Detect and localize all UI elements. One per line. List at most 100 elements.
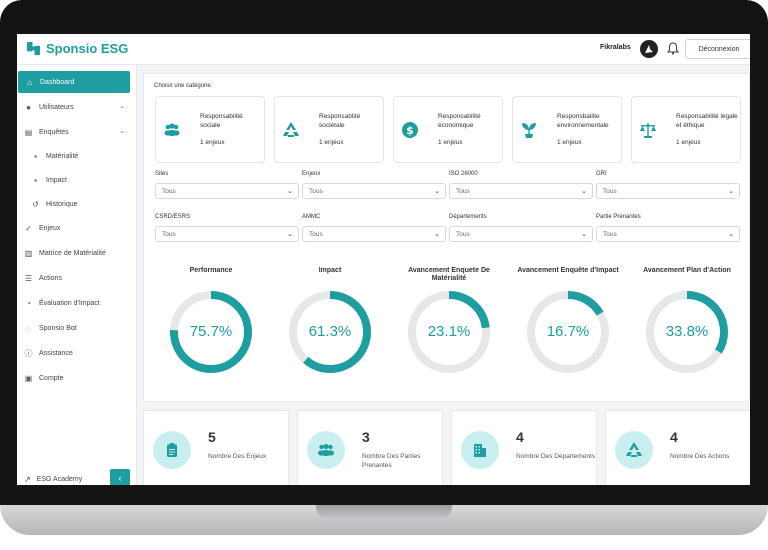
category-name: Responsabilité légale et éthique (676, 113, 738, 129)
plant-icon (522, 123, 536, 138)
gauge-value: 75.7% (189, 323, 233, 340)
gri-select[interactable]: Tous ⌄ (596, 183, 740, 199)
avatar-icon (645, 45, 653, 53)
sidebar-item-enquetes[interactable]: ▤ Enquêtes ⌄ (17, 121, 131, 143)
sites-select[interactable]: Tous ⌄ (155, 183, 299, 199)
departements-select[interactable]: Tous ⌄ (449, 226, 593, 242)
sidebar-item-evaluation[interactable]: ◔ Évaluation d'Impact (17, 292, 131, 314)
sidebar-item-label: Dashboard (40, 78, 75, 86)
stat-icon-circle (307, 431, 345, 469)
select-value: Tous (162, 230, 176, 238)
category-card[interactable]: Responsablité sociétale 1 enjeux (274, 96, 384, 163)
logo[interactable]: Sponsio ESG (26, 41, 128, 56)
sidebar-item-enjeux[interactable]: ✓ Enjeux (17, 217, 131, 239)
sidebar-item-assistance[interactable]: ⓘ Assistance (17, 342, 131, 364)
chevron-down-icon: ⌄ (728, 188, 734, 195)
sidebar-item-label: Enjeux (39, 224, 61, 232)
people-icon (164, 123, 180, 136)
sidebar-item-actions[interactable]: ☰ Actions (17, 267, 131, 289)
info-icon: ⓘ (24, 348, 33, 358)
stat-icon-circle (615, 431, 653, 469)
top-header: Sponsio ESG Fikralabs Déconnexion (17, 34, 750, 65)
gauge-value: 16.7% (546, 323, 590, 340)
filter-label: Départements (449, 214, 487, 220)
stat-card: 4 Nombre Des Actions (605, 410, 750, 485)
stat-icon-circle (153, 431, 191, 469)
materialite-gauge (408, 291, 490, 373)
list-icon: ☰ (24, 273, 33, 283)
recycle-icon (283, 122, 299, 137)
category-count: 1 enjeux (438, 139, 463, 146)
category-count: 1 enjeux (557, 139, 582, 146)
sidebar-item-historique[interactable]: ↺ Historique (17, 193, 131, 215)
people-icon (318, 443, 334, 456)
filter-label: AMMC (302, 214, 321, 220)
scale-icon (640, 123, 656, 138)
iso-select[interactable]: Tous ⌄ (449, 183, 593, 199)
user-name: Fikralabs (600, 44, 631, 51)
esg-academy-link[interactable]: ↗ ESG Academy (17, 472, 82, 485)
stat-card: 3 Nombre Des Parties Prenantes (297, 410, 443, 485)
select-value: Tous (456, 230, 470, 238)
chat-icon: ◌ (26, 323, 31, 333)
gauge-title: Avancement Enquête d'Impact (517, 267, 619, 274)
sidebar-item-materialite[interactable]: ▪ Matérialité (17, 145, 131, 167)
sidebar-item-label: Historique (46, 200, 78, 208)
impact-gauge (289, 291, 371, 373)
ammc-select[interactable]: Tous ⌄ (302, 226, 446, 242)
category-card[interactable]: Responsbailite environnementale 1 enjeux (512, 96, 622, 163)
stat-number: 4 (516, 429, 524, 445)
stat-label: Nombre Des Départements (516, 453, 596, 460)
clipboard-icon: ▤ (24, 127, 33, 137)
performance-gauge (170, 291, 252, 373)
chevron-down-icon: ⌄ (581, 188, 587, 195)
sidebar-item-label: Assistance (39, 349, 73, 357)
sidebar-item-sponsio-bot[interactable]: ◌ Sponsio Bot (17, 317, 131, 339)
category-card[interactable]: $ Responsabilité économique 1 enjeux (393, 96, 503, 163)
chevron-down-icon: ⌄ (728, 231, 734, 238)
category-card[interactable]: Responsabilité sociale 1 enjeux (155, 96, 265, 163)
stat-label: Nombre Des Enjeux (208, 453, 267, 460)
sidebar-item-label: Enquêtes (39, 128, 69, 136)
sidebar-item-label: Sponsio Bot (39, 324, 77, 332)
sidebar-item-utilisateurs[interactable]: ● Utilisateurs ⌄ (17, 96, 131, 118)
category-name: Responsablité sociétale (319, 113, 361, 129)
select-value: Tous (309, 230, 323, 238)
category-name: Responsbailite environnementale (557, 113, 609, 129)
gauge-title: Avancement Enquete De Matérialité (408, 267, 490, 282)
bell-icon[interactable] (667, 42, 679, 55)
sidebar-item-label: Utilisateurs (39, 103, 74, 111)
stat-number: 4 (670, 429, 678, 445)
select-value: Tous (456, 187, 470, 195)
select-value: Tous (309, 187, 323, 195)
avatar[interactable] (640, 40, 658, 58)
enjeux-select[interactable]: Tous ⌄ (302, 183, 446, 199)
sidebar-item-dashboard[interactable]: ⌂ Dashboard (18, 71, 130, 93)
home-icon: ⌂ (27, 77, 32, 87)
stat-label: Nombre Des Parties Prenantes (362, 453, 421, 469)
lock-icon: ▣ (24, 373, 33, 383)
dollar-icon: $ (402, 122, 418, 138)
doc-icon: ▪ (34, 175, 37, 185)
chart-icon: ▥ (24, 248, 33, 258)
logout-button[interactable]: Déconnexion (685, 39, 750, 59)
sidebar-item-label: Actions (39, 274, 62, 282)
stat-number: 5 (208, 429, 216, 445)
dashboard-card: Choisir une catégorie: Responsabilité so… (143, 73, 750, 402)
sidebar-item-impact[interactable]: ▪ Impact (17, 169, 131, 191)
app-screen: Sponsio ESG Fikralabs Déconnexion ⌂ Dash… (17, 34, 750, 485)
gauge-value: 23.1% (427, 323, 471, 340)
chevron-down-icon: ⌄ (581, 231, 587, 238)
sidebar-item-compte[interactable]: ▣ Compte (17, 367, 131, 389)
sidebar-item-label: Compte (39, 374, 64, 382)
pie-icon: ◔ (26, 298, 31, 308)
select-value: Tous (603, 187, 617, 195)
csrd-select[interactable]: Tous ⌄ (155, 226, 299, 242)
filter-label: ISO 26000 (449, 171, 478, 177)
parties-prenantes-select[interactable]: Tous ⌄ (596, 226, 740, 242)
collapse-sidebar-button[interactable]: ‹ (110, 469, 130, 485)
filter-label: GRI (596, 171, 607, 177)
history-icon: ↺ (32, 199, 39, 209)
sidebar-item-matrice[interactable]: ▥ Matrice de Matérialité (17, 242, 131, 264)
category-card[interactable]: Responsabilité légale et éthique 1 enjeu… (631, 96, 741, 163)
